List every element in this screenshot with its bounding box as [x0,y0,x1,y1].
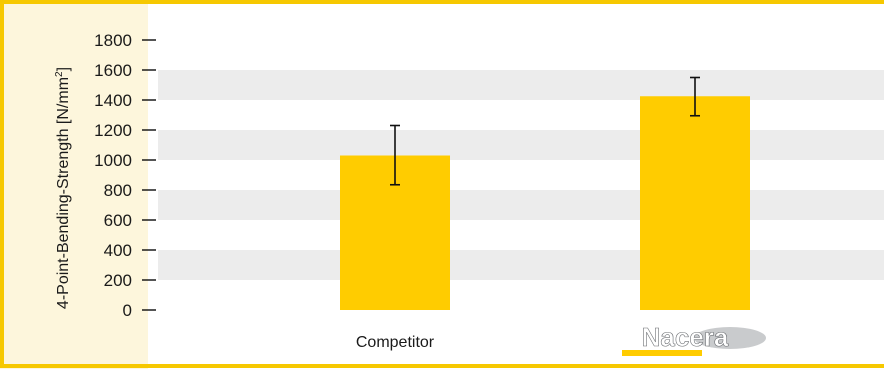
nacera-logo-underline [622,350,702,356]
y-axis-title-main: 4-Point-Bending-Strength [N/mm [55,77,72,309]
left-panel [0,0,148,369]
y-axis-title-sup: 2 [54,71,65,77]
y-tick-label: 1600 [94,61,132,80]
bars [340,96,750,310]
y-tick-label: 1200 [94,121,132,140]
y-tick-label: 0 [123,301,132,320]
y-tick-label: 800 [104,181,132,200]
y-tick-label: 1400 [94,91,132,110]
y-axis-title-tail: ] [55,67,72,71]
y-tick-label: 600 [104,211,132,230]
nacera-logo-text: Nacera [642,322,729,352]
y-tick-label: 400 [104,241,132,260]
grid-band [158,250,884,280]
error-bars [390,76,700,186]
y-tick-label: 1800 [94,31,132,50]
nacera-logo-swoosh [694,327,766,349]
y-axis-title: 4-Point-Bending-Strength [N/mm2] [54,67,72,309]
category-label-competitor: Competitor [356,334,435,351]
grid-band [158,70,884,100]
bar-nacera [640,96,750,310]
y-tick-label: 200 [104,271,132,290]
y-tick-label: 1000 [94,151,132,170]
y-axis: 0 200 400 600 800 1000 1200 1400 1600 1800 [94,31,156,320]
nacera-logo: Nacera [622,322,766,356]
grid-band [158,130,884,160]
grid-bands [158,70,884,280]
grid-band [158,190,884,220]
